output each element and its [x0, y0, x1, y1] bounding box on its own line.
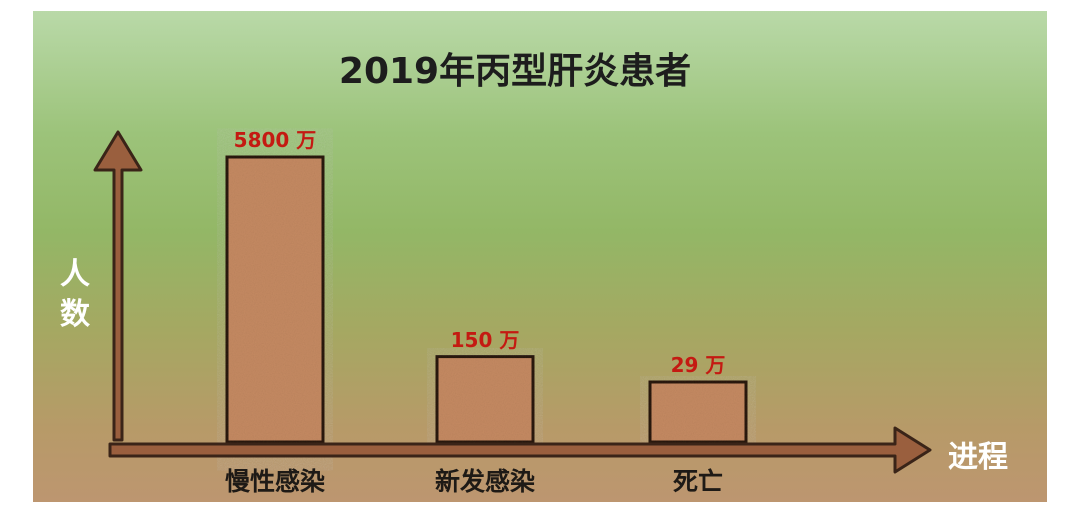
y-axis-arrow	[93, 130, 143, 442]
data-label: 150 万	[450, 327, 520, 352]
bar-0	[225, 155, 325, 444]
bar-1	[435, 355, 535, 444]
bar-2	[648, 380, 748, 444]
category-label: 慢性感染	[224, 467, 325, 496]
x-axis-arrow	[108, 426, 932, 474]
category-label: 死亡	[672, 467, 723, 496]
data-label: 29 万	[670, 353, 726, 377]
data-label: 5800 万	[233, 128, 317, 152]
category-label: 新发感染	[434, 467, 535, 496]
y-axis-label: 人数	[60, 257, 90, 332]
x-axis-label: 进程	[948, 440, 1008, 475]
chart-title: 2019年丙型肝炎患者	[338, 51, 692, 92]
chart-background	[33, 11, 1047, 502]
